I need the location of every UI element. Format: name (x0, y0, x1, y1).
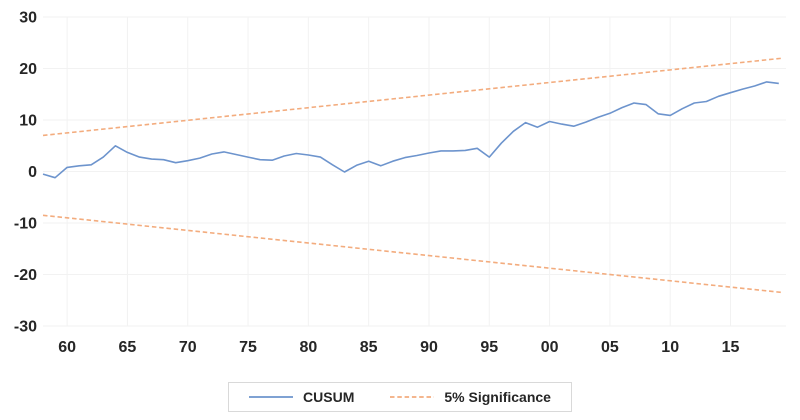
y-tick-label-10: 10 (19, 113, 37, 130)
legend: CUSUM 5% Significance (228, 382, 572, 412)
significance-lower-line (42, 214, 783, 294)
x-tick-label-05: 05 (601, 339, 619, 356)
x-tick-label-60: 60 (58, 339, 76, 356)
x-tick-label-75: 75 (239, 339, 257, 356)
x-tick-label-80: 80 (299, 339, 317, 356)
y-tick-label--30: -30 (14, 319, 37, 336)
significance-upper-line (42, 57, 783, 137)
x-tick-label-10: 10 (661, 339, 679, 356)
y-tick-label-20: 20 (19, 61, 37, 78)
legend-item-significance: 5% Significance (390, 389, 551, 405)
x-tick-label-85: 85 (360, 339, 378, 356)
x-tick-label-70: 70 (179, 339, 197, 356)
x-tick-label-95: 95 (480, 339, 498, 356)
x-tick-label-65: 65 (119, 339, 137, 356)
significance-line-sample-icon (390, 396, 435, 398)
y-tick-label--10: -10 (14, 216, 37, 233)
y-tick-label--20: -20 (14, 267, 37, 284)
legend-item-cusum: CUSUM (249, 389, 354, 405)
cusum-chart-plot-area: 30 20 10 0 -10 -20 -30 60 65 70 75 80 85 90 95 00 05 10 15 (14, 10, 786, 356)
y-tick-label-30: 30 (19, 10, 37, 27)
x-tick-label-15: 15 (722, 339, 740, 356)
legend-label-significance: 5% Significance (444, 389, 551, 405)
y-tick-label-0: 0 (28, 164, 37, 181)
cusum-line (42, 81, 779, 179)
legend-label-cusum: CUSUM (303, 389, 355, 405)
x-tick-label-90: 90 (420, 339, 438, 356)
x-tick-label-00: 00 (541, 339, 559, 356)
cusum-line-sample-icon (249, 396, 294, 398)
